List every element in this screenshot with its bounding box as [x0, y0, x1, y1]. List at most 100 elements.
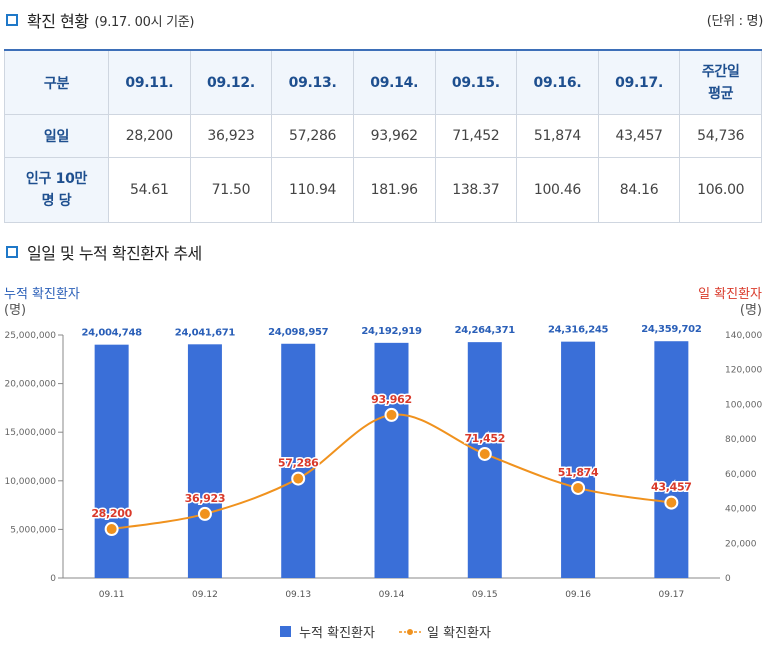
section-title-trend: 일일 및 누적 확진환자 추세 [6, 240, 202, 264]
section-title-status: 확진 현황 (9.17. 00시 기준) [6, 8, 194, 32]
table-cell: 71.50 [189, 157, 273, 223]
combo-chart: 누적 확진환자(명)일 확진환자(명)05,000,00010,000,0001… [4, 287, 762, 600]
line-point-daily [197, 506, 212, 521]
right-axis-tick-label: 120,000 [725, 366, 762, 376]
line-data-label: 36,923 [185, 492, 226, 505]
square-bullet-icon [6, 14, 18, 26]
table-cell: 106.00 [679, 157, 762, 223]
table-cell: 43,457 [597, 114, 681, 158]
left-axis-tick-label: 0 [50, 574, 56, 584]
table-cell: 181.96 [352, 157, 436, 223]
legend-bar-swatch [280, 626, 292, 637]
line-point-daily [664, 495, 679, 510]
right-axis-tick-label: 0 [725, 574, 731, 584]
row-header: 일일 [4, 114, 109, 158]
table-cell: 57,286 [271, 114, 354, 158]
column-header: 09.15. [434, 50, 518, 115]
bar-cumulative [561, 341, 596, 578]
table-header-row: 구분 09.11. 09.12. 09.13. 09.14. 09.15. 09… [4, 50, 762, 115]
table-cell: 36,923 [189, 114, 273, 158]
column-header: 09.12. [189, 50, 273, 115]
right-axis-tick-label: 40,000 [725, 505, 757, 515]
line-point-daily [291, 471, 306, 486]
section-title-text: 확진 현황 [27, 12, 89, 31]
left-axis-tick-label: 10,000,000 [4, 477, 56, 487]
bar-cumulative [94, 344, 129, 578]
weekly-average-header: 주간일 평균 [679, 50, 762, 115]
table-row-per-100k: 인구 10만 명 당 54.61 71.50 110.94 181.96 138… [4, 157, 762, 223]
left-axis-tick-label: 20,000,000 [4, 380, 56, 390]
line-data-label: 57,286 [278, 457, 319, 470]
x-axis-tick-label: 09.14 [379, 590, 405, 600]
bar-cumulative [654, 341, 689, 578]
x-axis-tick-label: 09.15 [472, 590, 498, 600]
line-data-label: 71,452 [464, 432, 505, 445]
table-cell: 100.46 [516, 157, 599, 223]
right-axis-tick-label: 140,000 [725, 331, 762, 341]
x-axis-tick-label: 09.17 [658, 590, 684, 600]
row-header-line: 명 당 [41, 193, 72, 209]
table-corner-header: 구분 [4, 50, 109, 115]
x-axis-tick-label: 09.13 [285, 590, 311, 600]
line-point-daily [571, 480, 586, 495]
table-cell: 54,736 [679, 114, 762, 158]
bar-data-label: 24,316,245 [548, 325, 609, 336]
row-header-line: 인구 10만 [25, 171, 88, 187]
legend-item-cumulative: 누적 확진환자 [280, 622, 375, 641]
column-header: 09.17. [597, 50, 681, 115]
table-cell: 54.61 [108, 157, 191, 223]
bar-data-label: 24,004,748 [82, 328, 143, 339]
table-cell: 71,452 [434, 114, 518, 158]
right-axis-title: 일 확진환자 [698, 287, 762, 302]
x-axis-tick-label: 09.12 [192, 590, 218, 600]
table-cell: 51,874 [516, 114, 599, 158]
square-bullet-icon [6, 246, 18, 258]
line-data-label: 43,457 [651, 481, 692, 494]
column-header: 09.11. [108, 50, 191, 115]
right-axis-tick-label: 60,000 [725, 470, 757, 480]
left-axis-tick-label: 15,000,000 [4, 428, 56, 438]
x-axis-tick-label: 09.16 [565, 590, 591, 600]
line-data-label: 28,200 [91, 507, 132, 520]
legend-label: 일 확진환자 [426, 626, 491, 641]
left-axis-title: 누적 확진환자 [4, 287, 80, 302]
chart-legend: 누적 확진환자 일 확진환자 [0, 622, 771, 641]
legend-label: 누적 확진환자 [299, 626, 375, 641]
column-header: 09.14. [352, 50, 436, 115]
column-header: 09.13. [271, 50, 354, 115]
column-header: 09.16. [516, 50, 599, 115]
right-axis-tick-label: 80,000 [725, 435, 757, 445]
confirmed-cases-table: 구분 09.11. 09.12. 09.13. 09.14. 09.15. 09… [4, 49, 762, 223]
bar-cumulative [281, 343, 316, 578]
table-cell: 93,962 [352, 114, 436, 158]
line-point-daily [104, 522, 119, 537]
left-axis-tick-label: 5,000,000 [10, 525, 56, 535]
table-cell: 138.37 [434, 157, 518, 223]
x-axis-tick-label: 09.11 [99, 590, 125, 600]
section-subtitle: (9.17. 00시 기준) [94, 14, 195, 30]
line-data-label: 93,962 [371, 393, 412, 406]
line-data-label: 51,874 [558, 466, 599, 479]
legend-item-daily: 일 확진환자 [398, 622, 491, 641]
bar-data-label: 24,264,371 [455, 325, 516, 336]
left-axis-tick-label: 25,000,000 [4, 331, 56, 341]
bar-cumulative [187, 344, 222, 578]
legend-line-swatch [398, 627, 421, 636]
bar-data-label: 24,041,671 [175, 327, 236, 338]
table-cell: 28,200 [108, 114, 191, 158]
bar-cumulative [374, 342, 409, 578]
table-cell: 110.94 [271, 157, 354, 223]
line-point-daily [384, 407, 399, 422]
bar-data-label: 24,359,702 [641, 324, 702, 335]
right-axis-tick-label: 20,000 [725, 539, 757, 549]
bar-data-label: 24,098,957 [268, 327, 329, 338]
line-point-daily [477, 446, 492, 461]
section-title-text: 일일 및 누적 확진환자 추세 [27, 244, 202, 263]
bar-data-label: 24,192,919 [361, 326, 422, 337]
header-line: 평균 [708, 85, 734, 102]
header-line: 주간일 [701, 63, 740, 80]
right-axis-unit: (명) [740, 303, 762, 318]
left-axis-unit: (명) [4, 303, 26, 318]
table-cell: 84.16 [597, 157, 681, 223]
right-axis-tick-label: 100,000 [725, 400, 762, 410]
